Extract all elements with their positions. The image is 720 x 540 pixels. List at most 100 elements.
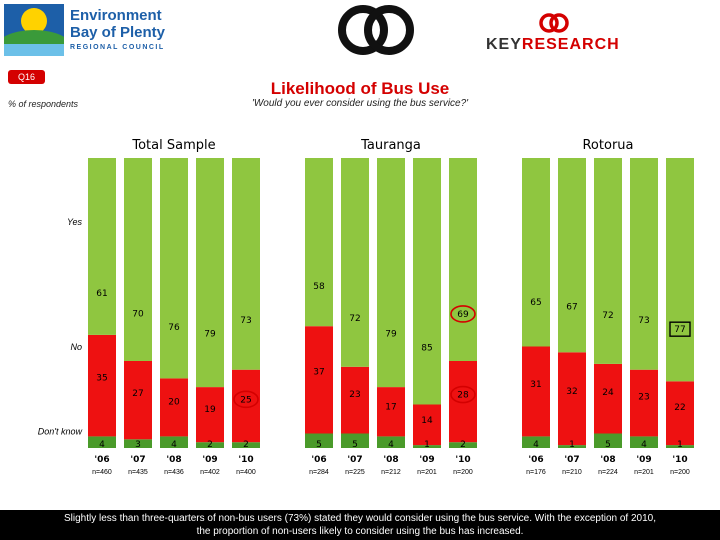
- label-dontknow-p1-3: 1: [424, 440, 430, 450]
- tick-label-p2-1: '07: [564, 455, 579, 465]
- label-yes-p1-4: 69: [457, 310, 469, 320]
- n-label-p0-4: n=400: [236, 469, 256, 476]
- label-no-p0-2: 20: [168, 398, 180, 408]
- bar-yes-p0-0: [88, 158, 116, 335]
- label-dontknow-p1-1: 5: [352, 440, 358, 450]
- label-no-p2-0: 31: [530, 380, 541, 390]
- label-yes-p2-2: 72: [602, 311, 613, 321]
- tick-label-p1-3: '09: [419, 455, 434, 465]
- label-no-p1-4: 28: [457, 391, 469, 401]
- bar-yes-p2-4: [666, 158, 694, 382]
- chart-title: Likelihood of Bus Use: [270, 79, 450, 98]
- landscape-logo-icon: [4, 4, 64, 56]
- n-label-p0-2: n=436: [164, 469, 184, 476]
- bar-dontknow-p2-1: [558, 445, 586, 448]
- logo-line-1: Environment: [70, 7, 162, 24]
- bar-no-p0-3: [196, 387, 224, 443]
- label-no-p0-0: 35: [96, 374, 107, 384]
- label-yes-p1-0: 58: [313, 282, 325, 292]
- label-no-p2-3: 23: [638, 393, 649, 403]
- bar-no-p2-0: [522, 346, 550, 437]
- label-yes-p0-1: 70: [132, 309, 144, 319]
- n-label-p0-0: n=460: [92, 469, 112, 476]
- bar-dontknow-p1-1: [341, 433, 369, 448]
- brand-part-2: RESEARCH: [521, 36, 620, 53]
- bar-no-p1-1: [341, 366, 369, 434]
- bar-no-p1-3: [413, 404, 441, 446]
- label-no-p1-1: 23: [349, 390, 360, 400]
- label-yes-p2-0: 65: [530, 298, 541, 308]
- row-label-yes: Yes: [67, 217, 83, 227]
- tick-label-p2-0: '06: [528, 455, 543, 465]
- footer-line-2: the proportion of non-users likely to co…: [196, 526, 524, 537]
- n-label-p2-2: n=224: [598, 469, 618, 476]
- label-yes-p1-1: 72: [349, 314, 360, 324]
- tick-label-p1-2: '08: [383, 455, 398, 465]
- n-label-p2-4: n=200: [670, 469, 690, 476]
- bar-yes-p0-1: [124, 158, 152, 361]
- key-research-small-rings-icon: [539, 13, 569, 33]
- bar-yes-p1-0: [305, 158, 333, 327]
- panel-title-2: Rotorua: [582, 138, 633, 153]
- label-dontknow-p2-2: 5: [605, 440, 611, 450]
- bar-dontknow-p2-3: [630, 436, 658, 448]
- tick-label-p1-1: '07: [347, 455, 362, 465]
- n-label-p1-0: n=284: [309, 469, 329, 476]
- bar-yes-p1-3: [413, 158, 441, 405]
- bar-yes-p2-1: [558, 158, 586, 353]
- highlight-circle-p1-4-no: [450, 385, 476, 404]
- label-no-p1-2: 17: [385, 402, 396, 412]
- label-dontknow-p2-0: 4: [533, 440, 539, 450]
- n-label-p0-1: n=435: [128, 469, 148, 476]
- unit-label: % of respondents: [8, 99, 79, 109]
- bar-dontknow-p1-4: [449, 442, 477, 448]
- label-no-p0-4: 25: [240, 395, 251, 405]
- n-label-p1-2: n=212: [381, 469, 401, 476]
- label-yes-p0-0: 61: [96, 289, 107, 299]
- tick-label-p0-4: '10: [238, 455, 253, 465]
- tick-label-p0-1: '07: [130, 455, 145, 465]
- n-label-p1-1: n=225: [345, 469, 365, 476]
- bar-dontknow-p0-0: [88, 436, 116, 448]
- logo-line-3: REGIONAL COUNCIL: [70, 44, 165, 51]
- label-no-p1-3: 14: [421, 416, 433, 426]
- key-research-wordmark: KEYRESEARCH: [486, 36, 620, 54]
- bar-no-p2-1: [558, 352, 586, 446]
- label-yes-p2-1: 67: [566, 303, 577, 313]
- bar-no-p1-4: [449, 361, 477, 443]
- bar-dontknow-p2-0: [522, 436, 550, 448]
- label-yes-p0-2: 76: [168, 323, 180, 333]
- bar-dontknow-p0-2: [160, 436, 188, 448]
- label-dontknow-p1-0: 5: [316, 440, 322, 450]
- bar-dontknow-p1-0: [305, 433, 333, 448]
- label-no-p2-1: 32: [566, 387, 577, 397]
- label-dontknow-p0-2: 4: [171, 440, 177, 450]
- tick-label-p2-2: '08: [600, 455, 615, 465]
- bar-yes-p2-3: [630, 158, 658, 370]
- key-research-rings-icon: [338, 5, 414, 55]
- label-yes-p2-3: 73: [638, 316, 649, 326]
- bar-yes-p2-0: [522, 158, 550, 347]
- label-no-p0-3: 19: [204, 405, 216, 415]
- label-no-p0-1: 27: [132, 389, 143, 399]
- label-no-p1-0: 37: [313, 367, 324, 377]
- bar-dontknow-p2-4: [666, 445, 694, 448]
- n-label-p2-1: n=210: [562, 469, 582, 476]
- bar-no-p1-2: [377, 387, 405, 437]
- label-dontknow-p0-0: 4: [99, 440, 105, 450]
- tick-label-p2-4: '10: [672, 455, 687, 465]
- bar-yes-p1-2: [377, 158, 405, 388]
- label-yes-p0-3: 79: [204, 330, 216, 340]
- label-yes-p1-2: 79: [385, 330, 397, 340]
- tick-label-p1-4: '10: [455, 455, 470, 465]
- bar-no-p1-0: [305, 326, 333, 434]
- row-label-no: No: [70, 342, 82, 352]
- bar-no-p2-2: [594, 363, 622, 434]
- bar-no-p0-4: [232, 369, 260, 443]
- tick-label-p0-0: '06: [94, 455, 109, 465]
- label-dontknow-p0-4: 2: [243, 440, 249, 450]
- label-dontknow-p2-1: 1: [569, 440, 575, 450]
- footer-line-1: Slightly less than three-quarters of non…: [64, 513, 656, 524]
- label-yes-p2-4: 77: [674, 325, 685, 335]
- highlight-circle-p1-4-yes: [450, 305, 476, 323]
